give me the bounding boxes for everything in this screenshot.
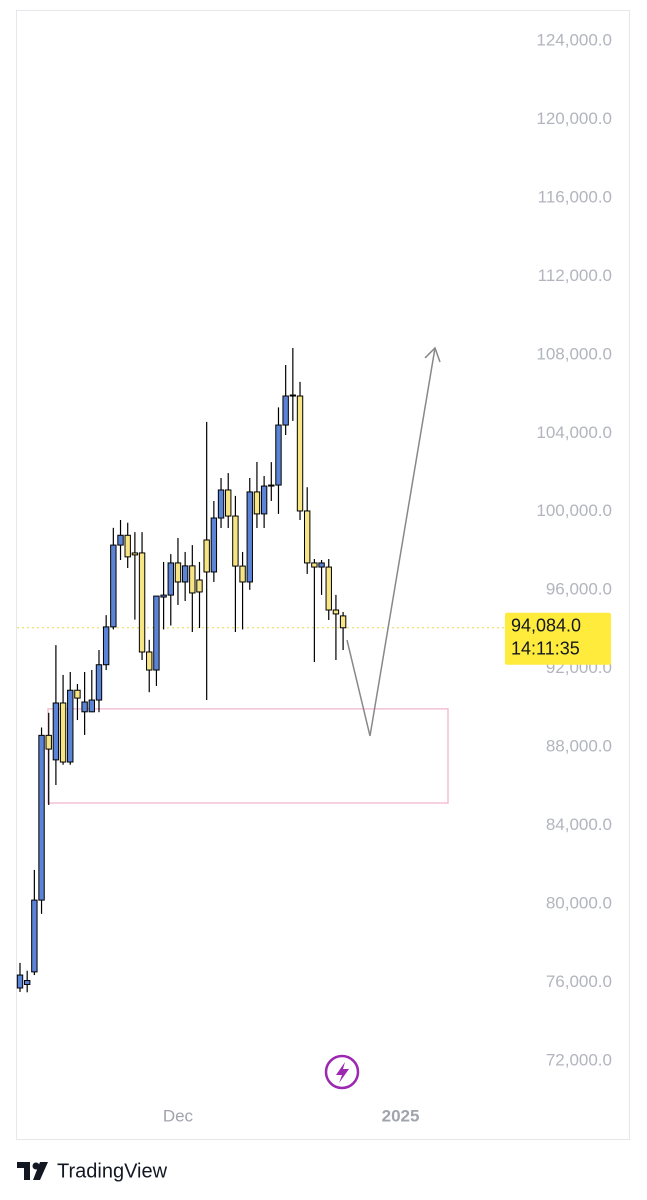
candle-body [225,489,232,517]
candle-body [31,899,38,973]
y-tick-label: 76,000.0 [546,972,612,991]
candle-body [196,579,203,593]
candle-body [304,510,311,564]
y-tick-label: 100,000.0 [536,501,612,520]
candle-body [167,562,174,596]
y-tick-label: 116,000.0 [538,187,612,206]
candle-body [275,424,282,486]
candle-body [246,491,253,583]
chart-frame [16,10,630,1140]
y-tick-label: 88,000.0 [546,737,612,756]
candle-body [318,562,325,568]
candle-body [311,562,318,568]
plot: 72,000.0 76,000.0 80,000.0 84,000.0 88,000.0… [16,30,612,1125]
candle-body [131,552,139,556]
candle-body [23,980,31,985]
candle-body [59,702,67,763]
candle-body [253,491,261,515]
candle-body [260,485,268,515]
candle-body [325,566,332,611]
candle-body [81,701,88,713]
y-tick-label: 96,000.0 [546,580,612,599]
y-tick-label: 112,000.0 [538,266,612,285]
y-tick-label: 108,000.0 [536,344,612,363]
projection-path [346,347,436,737]
candle-body [124,534,131,558]
y-tick-label: 84,000.0 [546,815,612,834]
candle-body [210,517,218,573]
y-tick-label: 124,000.0 [536,30,612,49]
candle-body [88,699,95,713]
candle-body [282,395,289,426]
candle-body [38,734,45,901]
candle-body [110,544,117,628]
last-price-badge [505,612,611,665]
candle-body [95,664,103,701]
candle-body [296,395,304,512]
candle-body [232,515,239,567]
candle-body [153,595,160,671]
x-tick-label: 2025 [382,1106,420,1125]
candle-body [45,734,52,750]
candle-body [138,552,146,653]
candle-body [217,489,225,519]
candle-body [74,689,81,699]
countdown-label: 14:11:35 [511,639,580,659]
y-tick-label: 120,000.0 [536,109,612,128]
candle-body [67,689,74,763]
y-tick-label: 104,000.0 [536,423,612,442]
y-tick-label: 80,000.0 [546,894,612,913]
candle-body [289,394,297,397]
candle-body [117,534,124,546]
tradingview-logo [17,1162,48,1180]
x-tick-label: Dec [163,1106,194,1125]
candle-body [102,626,110,666]
brand-name: TradingView [57,1160,168,1182]
candle-body [203,539,210,573]
candle-body [160,594,167,598]
candle-body [174,562,182,583]
last-price-label: 94,084.0 [511,616,581,636]
lightning-icon [324,1054,360,1090]
candle-body [181,565,189,583]
candle-body [16,974,24,989]
projection-arrowhead [424,346,441,363]
candle-body [339,615,347,629]
demand-zone [47,708,449,804]
candle-body [268,484,275,487]
candle-body [52,702,60,761]
candle-body [332,609,340,615]
y-tick-label: 72,000.0 [546,1050,612,1069]
candle-body [239,565,246,583]
candle-body [146,651,153,671]
candle-body [189,565,196,594]
